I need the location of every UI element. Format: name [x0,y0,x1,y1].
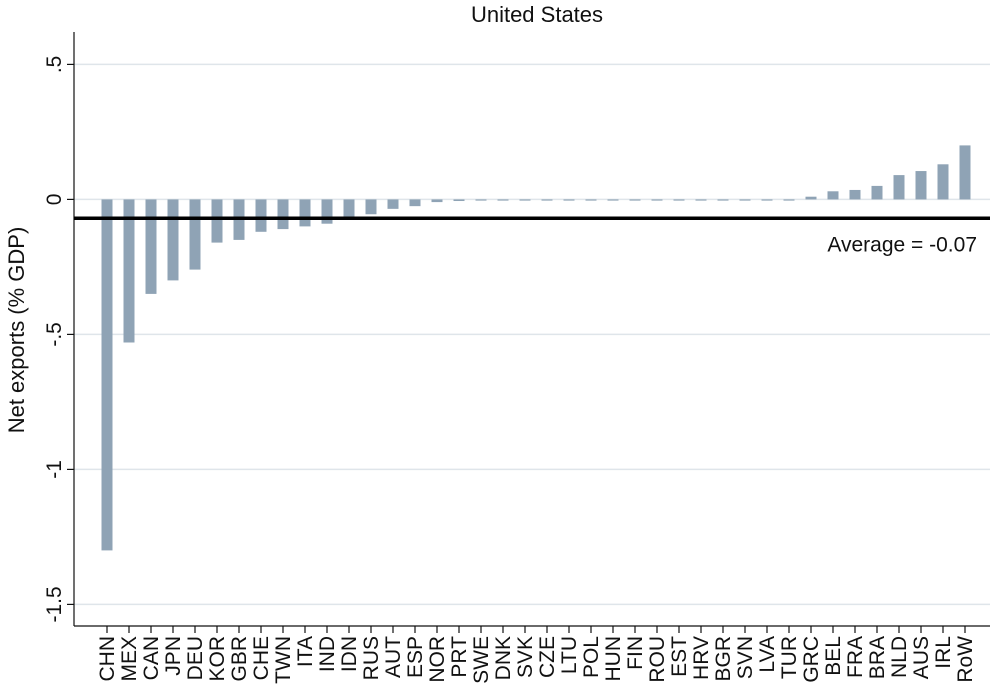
x-tick-label: TWN [272,636,295,684]
bar-nld [893,175,905,200]
x-tick-label: RoW [954,636,977,683]
bar-deu [189,199,201,270]
x-tick-label: IRL [932,636,955,669]
y-tick-label: -1 [43,460,66,479]
bar-can [145,199,157,294]
bar-hrv [695,199,707,201]
bar-irl [937,164,949,200]
bar-cze [541,199,553,201]
bar-esp [409,199,421,207]
bar-row [959,145,971,200]
bar-lva [761,199,773,201]
x-tick-label: BRA [866,636,889,679]
bar-fra [849,189,861,200]
x-tick-label: ESP [404,636,427,678]
x-tick-label: AUT [382,636,405,678]
bar-nor [431,199,443,203]
bar-rus [365,199,377,215]
y-tick-label: .5 [43,56,66,74]
x-tick-label: JPN [162,636,185,676]
bar-aut [387,199,399,209]
y-tick-label: 0 [43,194,66,206]
y-tick-label: -1.5 [43,586,66,622]
bar-aus [915,171,927,200]
bar-kor [211,199,223,243]
x-tick-label: EST [668,636,691,677]
x-tick-label: SVN [734,636,757,679]
bar-bel [827,191,839,200]
x-tick-label: ROU [646,636,669,683]
x-tick-label: PRT [448,636,471,678]
bar-hun [607,199,619,201]
x-tick-label: CHE [250,636,273,680]
x-tick-label: SWE [470,636,493,684]
x-tick-label: LTU [558,636,581,674]
x-tick-label: GBR [228,636,251,682]
bar-dnk [497,199,509,201]
x-tick-label: SVK [514,636,537,678]
bar-pol [585,199,597,201]
y-axis-label: Net exports (% GDP) [4,227,29,434]
x-tick-label: IDN [338,636,361,672]
x-tick-label: BGR [712,636,735,682]
x-tick-label: NLD [888,636,911,678]
bar-chn [101,199,113,551]
bar-ltu [563,199,575,201]
y-tick-label: -.5 [43,322,66,347]
x-tick-label: GRC [800,636,823,683]
x-tick-label: BEL [822,636,845,676]
bar-tur [783,199,795,201]
x-tick-label: LVA [756,636,779,673]
x-tick-label: POL [580,636,603,678]
x-tick-label: HRV [690,636,713,680]
x-tick-label: IND [316,636,339,672]
bar-idn [343,199,355,219]
x-tick-label: CZE [536,636,559,678]
bar-ita [299,199,311,227]
x-tick-label: AUS [910,636,933,679]
x-tick-label: FRA [844,636,867,678]
bar-jpn [167,199,179,281]
bar-bgr [717,199,729,201]
x-tick-label: DEU [184,636,207,680]
bar-swe [475,199,487,201]
bar-grc [805,196,817,200]
x-tick-label: CAN [140,636,163,680]
x-tick-label: DNK [492,636,515,680]
bar-fin [629,199,641,201]
bar-prt [453,199,465,202]
x-tick-label: ITA [294,636,317,667]
bar-bra [871,185,883,200]
chart-title: United States [471,2,603,27]
x-tick-label: KOR [206,636,229,682]
x-tick-label: CHN [96,636,119,682]
bar-mex [123,199,135,343]
bar-svk [519,199,531,201]
average-label: Average = -0.07 [827,233,977,256]
bar-est [673,199,685,201]
x-tick-label: HUN [602,636,625,682]
bar-che [255,199,267,232]
x-tick-label: TUR [778,636,801,679]
bar-ind [321,199,333,224]
x-tick-label: NOR [426,636,449,683]
bar-twn [277,199,289,230]
bar-svn [739,199,751,201]
bar-rou [651,199,663,201]
x-tick-label: FIN [624,636,647,670]
x-tick-label: MEX [118,636,141,682]
x-tick-label: RUS [360,636,383,680]
